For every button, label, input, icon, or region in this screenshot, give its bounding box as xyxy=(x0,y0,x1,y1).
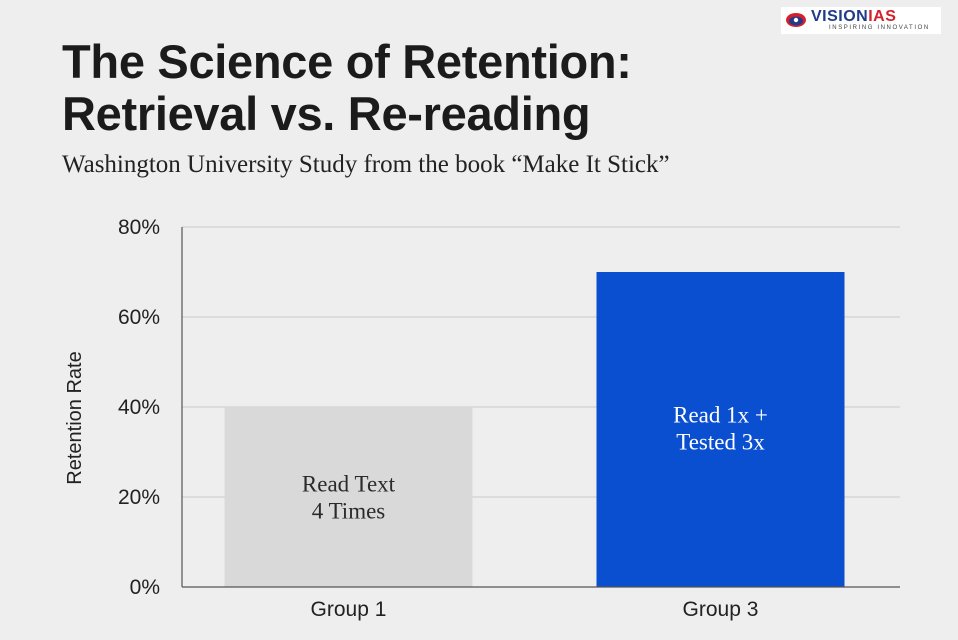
page-title: The Science of Retention: Retrieval vs. … xyxy=(62,36,862,140)
page-subtitle: Washington University Study from the boo… xyxy=(62,151,670,178)
title-line-1: The Science of Retention: xyxy=(62,35,632,88)
x-tick-label: Group 3 xyxy=(683,598,759,621)
y-tick-label: 20% xyxy=(118,486,160,509)
y-axis-title: Retention Rate xyxy=(64,351,86,484)
logo-name-accent: IAS xyxy=(868,8,897,25)
logo: VISIONIAS INSPIRING INNOVATION xyxy=(781,7,941,34)
logo-eye-icon xyxy=(786,13,806,27)
bar-group-1 xyxy=(224,407,473,587)
y-tick-label: 0% xyxy=(130,576,160,599)
bar-label: 4 Times xyxy=(312,499,386,524)
bar-label: Read Text xyxy=(302,472,396,497)
y-tick-label: 60% xyxy=(118,306,160,329)
logo-tagline: INSPIRING INNOVATION xyxy=(829,25,930,31)
x-tick-label: Group 1 xyxy=(311,598,387,621)
bar-label: Read 1x + xyxy=(673,403,768,428)
bar-label: Tested 3x xyxy=(676,430,765,455)
bar-group-3 xyxy=(596,272,845,587)
y-tick-label: 80% xyxy=(118,216,160,239)
title-line-2: Retrieval vs. Re-reading xyxy=(62,87,591,140)
logo-name: VISIONIAS xyxy=(811,9,896,25)
logo-name-main: VISION xyxy=(811,8,869,25)
y-tick-label: 40% xyxy=(118,396,160,419)
